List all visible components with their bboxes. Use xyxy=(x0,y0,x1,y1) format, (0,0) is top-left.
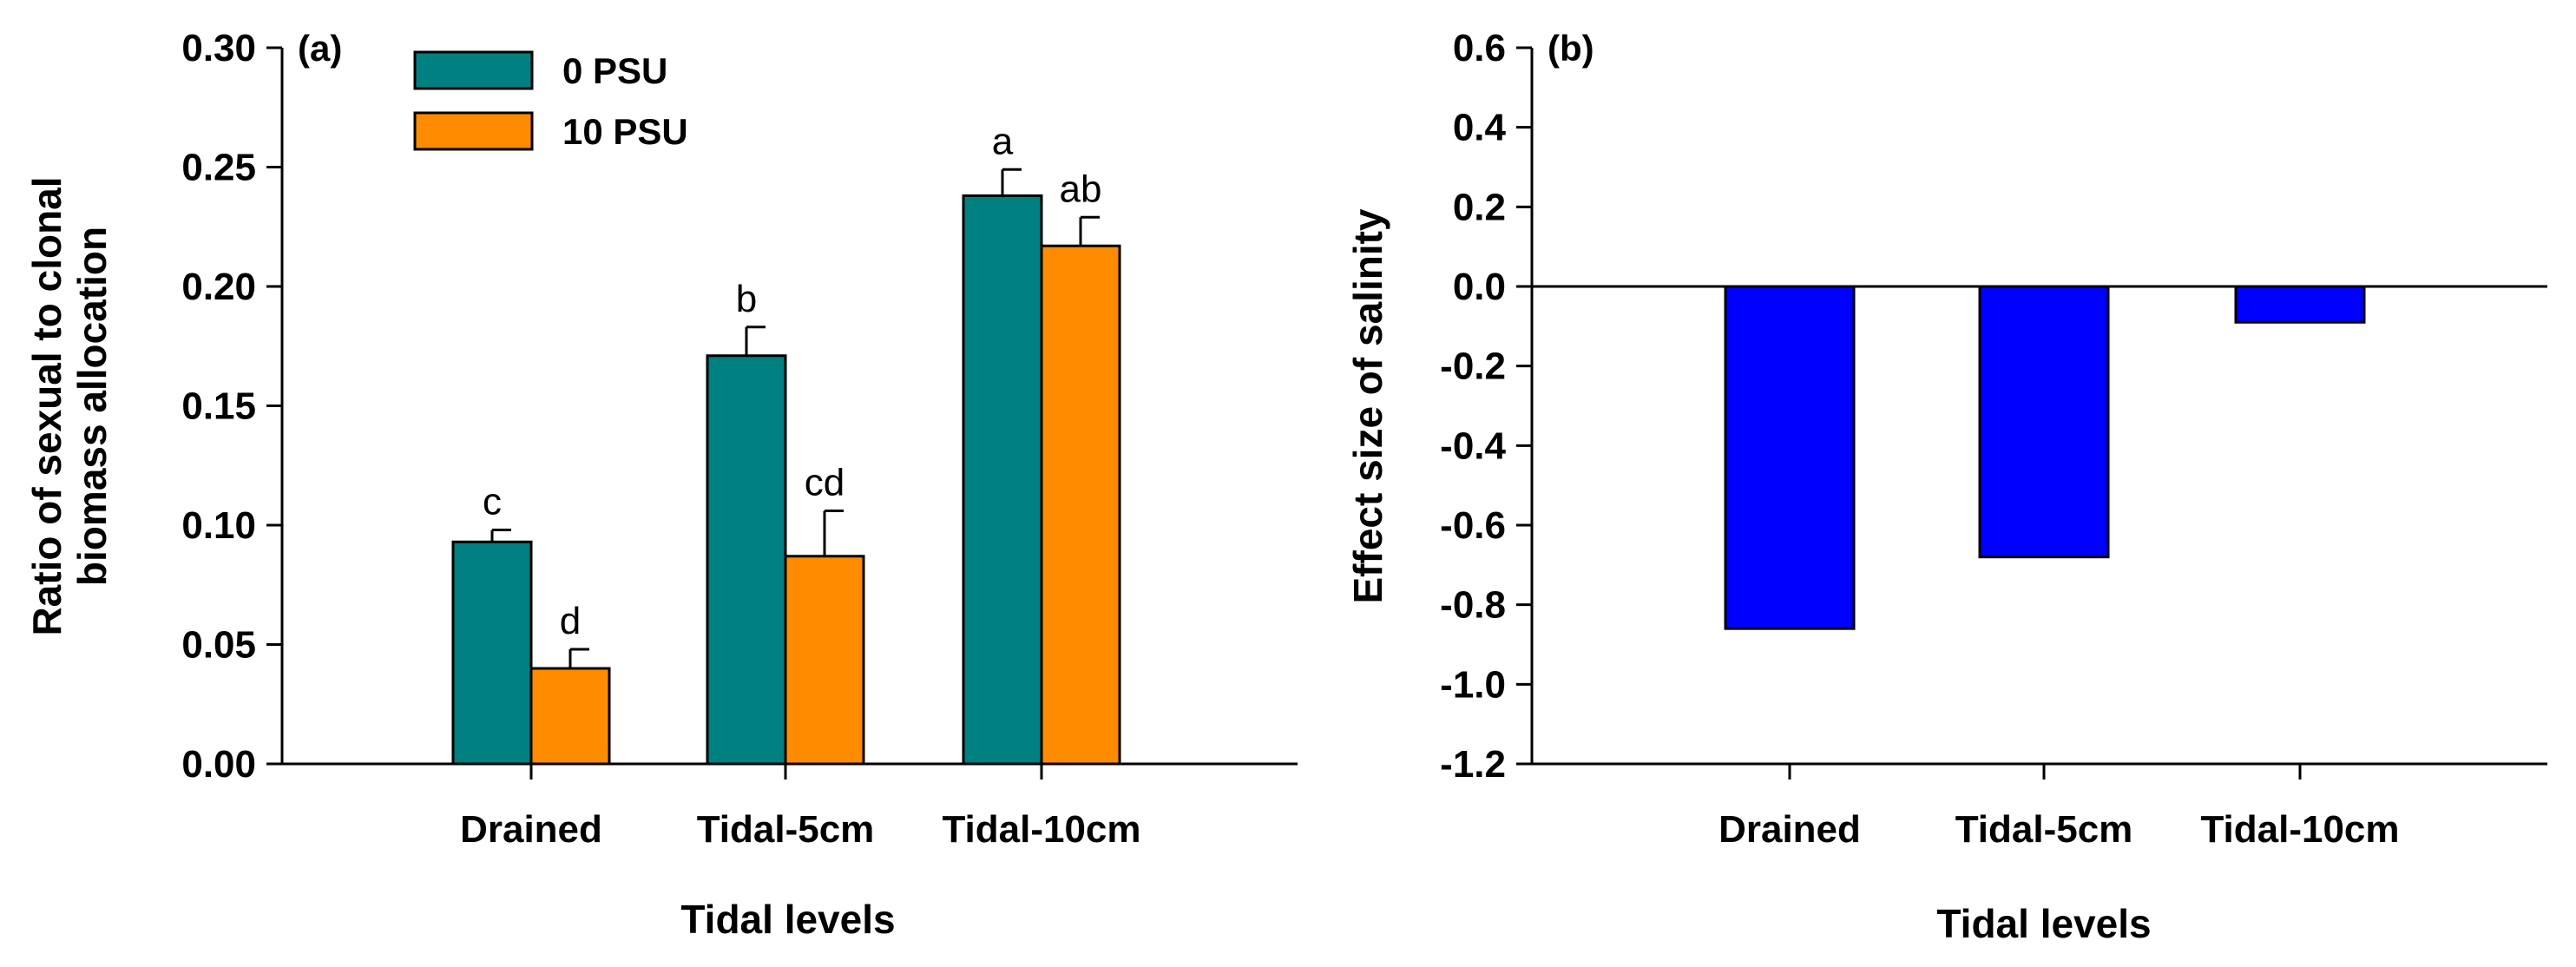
significance-letter-a-1-2: ab xyxy=(1060,168,1102,210)
y-tick-label-b-0: -1.2 xyxy=(1440,743,1506,786)
significance-letter-a-0-2: a xyxy=(992,120,1014,162)
bar-a-10-psu-1 xyxy=(784,555,865,766)
panel-label-a: (a) xyxy=(298,28,342,69)
y-tick-label-b-8: 0.4 xyxy=(1453,107,1507,149)
y-tick-label-a-4: 0.20 xyxy=(181,266,256,308)
y-tick-label-b-1: -1.0 xyxy=(1440,663,1506,706)
y-tick-label-a-0: 0.00 xyxy=(181,743,256,786)
y-tick-label-b-6: 0.0 xyxy=(1453,266,1506,308)
x-tick-label-a-2: Tidal-10cm xyxy=(942,808,1140,851)
bar-a-0-psu-2 xyxy=(962,194,1043,766)
significance-letter-a-1-1: cd xyxy=(805,462,844,504)
x-tick-label-b-1: Tidal-5cm xyxy=(1955,808,2133,851)
y-tick-label-b-2: -0.8 xyxy=(1440,584,1506,627)
bar-b-1 xyxy=(1978,285,2110,559)
significance-letter-a-1-0: d xyxy=(560,600,581,642)
y-tick-label-b-7: 0.2 xyxy=(1453,186,1506,228)
y-tick-label-a-2: 0.10 xyxy=(181,504,256,547)
x-axis-label-a: Tidal levels xyxy=(680,897,895,942)
y-axis-label-b: Effect size of salinity xyxy=(1345,208,1390,603)
legend-swatch-a-1 xyxy=(413,111,534,151)
y-tick-label-b-9: 0.6 xyxy=(1453,27,1506,69)
y-tick-label-a-6: 0.30 xyxy=(181,27,256,69)
legend-swatch-a-0 xyxy=(413,50,534,90)
panel-label-b: (b) xyxy=(1548,28,1594,69)
y-tick-label-b-4: -0.4 xyxy=(1440,424,1506,467)
x-tick-label-a-0: Drained xyxy=(460,808,602,851)
significance-letter-a-0-0: c xyxy=(483,481,502,523)
y-axis-label-a-line1: Ratio of sexual to clonal xyxy=(24,176,69,635)
y-tick-label-a-3: 0.15 xyxy=(181,385,256,428)
x-axis-label-b: Tidal levels xyxy=(1936,901,2151,946)
bar-a-10-psu-0 xyxy=(529,667,611,766)
bar-a-0-psu-1 xyxy=(706,354,787,766)
y-tick-label-a-1: 0.05 xyxy=(181,624,256,667)
significance-letter-a-0-1: b xyxy=(736,278,757,320)
bar-a-10-psu-2 xyxy=(1040,244,1121,766)
y-axis-label-a-line2: biomass allocation xyxy=(69,227,115,586)
legend-label-a-0: 0 PSU xyxy=(562,50,667,91)
bar-b-0 xyxy=(1724,285,1856,630)
y-tick-label-b-3: -0.6 xyxy=(1440,504,1506,547)
x-tick-label-a-1: Tidal-5cm xyxy=(697,808,875,851)
y-tick-label-a-5: 0.25 xyxy=(181,147,256,189)
y-tick-label-b-5: -0.2 xyxy=(1440,345,1506,388)
legend-label-a-1: 10 PSU xyxy=(562,111,688,152)
bar-b-2 xyxy=(2234,285,2366,324)
x-tick-label-b-0: Drained xyxy=(1718,808,1861,851)
x-tick-label-b-2: Tidal-10cm xyxy=(2200,808,2399,851)
bar-a-0-psu-0 xyxy=(451,540,533,766)
